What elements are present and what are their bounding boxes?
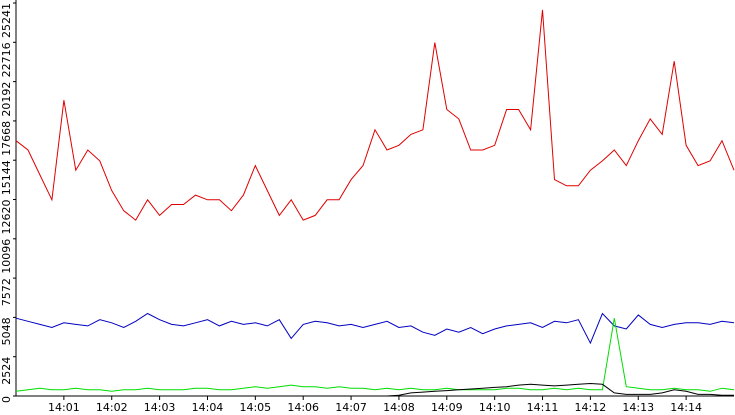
x-tick-label: 14:14 (670, 401, 702, 414)
x-tick-label: 14:13 (622, 401, 654, 414)
x-tick-label: 14:05 (239, 401, 271, 414)
y-tick-label: 0 (0, 396, 13, 403)
y-tick-label: 2524 (0, 357, 13, 385)
y-tick-label: 5048 (0, 317, 13, 345)
series-line (15, 312, 735, 345)
y-tick-label: 20192 (0, 82, 13, 117)
x-tick-label: 14:06 (287, 401, 319, 414)
y-tick-label: 17668 (0, 121, 13, 156)
y-tick-label: 7572 (0, 278, 13, 306)
x-tick-label: 14:10 (479, 401, 511, 414)
y-tick-label: 15144 (0, 160, 13, 195)
x-tick-label: 14:01 (48, 401, 80, 414)
y-tick-label: 25241 (0, 3, 13, 38)
x-tick-label: 14:12 (575, 401, 607, 414)
y-tick-label: 10096 (0, 239, 13, 274)
x-tick-label: 14:08 (383, 401, 415, 414)
x-tick-label: 14:11 (527, 401, 559, 414)
x-tick-label: 14:07 (335, 401, 367, 414)
y-tick-label: 22716 (0, 42, 13, 77)
x-tick-label: 14:04 (192, 401, 224, 414)
x-tick-label: 14:02 (96, 401, 128, 414)
x-tick-label: 14:03 (144, 401, 176, 414)
series-line (15, 318, 735, 392)
y-tick-label: 12620 (0, 200, 13, 235)
series-line (16, 382, 734, 397)
series-line (15, 9, 735, 221)
x-tick-label: 14:09 (431, 401, 463, 414)
